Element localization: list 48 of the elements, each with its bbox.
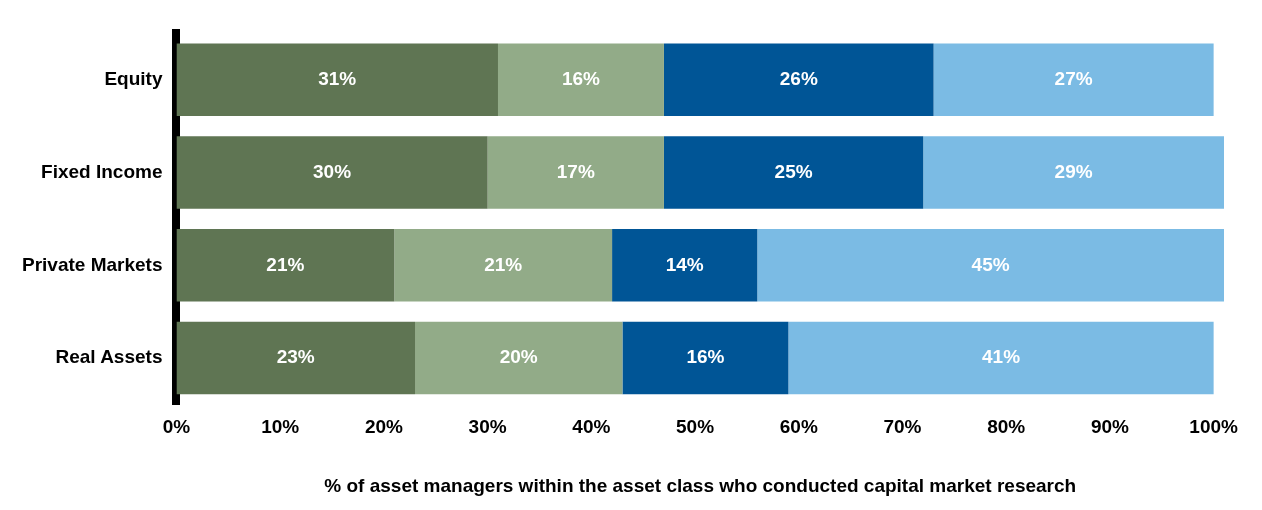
- data-label: 25%: [774, 160, 813, 182]
- x-tick-label: 0%: [162, 416, 191, 438]
- x-tick-label: 40%: [572, 416, 611, 438]
- bar: [394, 229, 613, 302]
- data-label: 16%: [686, 346, 725, 368]
- y-tick-label: Private Markets: [22, 253, 163, 275]
- data-label: 23%: [276, 346, 315, 368]
- bar: [933, 43, 1214, 116]
- bar: [757, 229, 1224, 302]
- x-tick-label: 80%: [987, 416, 1026, 438]
- x-tick-label: 90%: [1090, 416, 1130, 438]
- bar: [176, 136, 488, 209]
- bar: [663, 136, 924, 209]
- bar: [622, 321, 789, 395]
- data-label: 26%: [779, 68, 818, 90]
- bar: [176, 43, 498, 116]
- bar: [923, 136, 1224, 209]
- data-label: 45%: [971, 253, 1010, 275]
- data-label: 17%: [556, 160, 595, 182]
- x-axis-title: % of asset managers within the asset class who conducted capital market research: [324, 474, 1077, 496]
- x-tick-label: 30%: [468, 416, 507, 438]
- data-label: 14%: [665, 253, 704, 275]
- x-tick-label: 70%: [883, 416, 922, 438]
- data-label: 31%: [318, 68, 357, 90]
- data-label: 27%: [1054, 68, 1093, 90]
- y-tick-label: Equity: [104, 68, 163, 90]
- x-tick-label: 50%: [676, 416, 715, 438]
- data-label: 29%: [1054, 160, 1093, 182]
- bar: [663, 43, 934, 116]
- x-tick-label: 60%: [779, 416, 818, 438]
- x-tick-label: 20%: [364, 416, 404, 438]
- bar: [788, 321, 1214, 395]
- bar: [415, 321, 623, 395]
- data-label: 30%: [313, 160, 352, 182]
- data-label: 20%: [499, 346, 538, 368]
- data-label: 41%: [981, 346, 1021, 368]
- data-label: 21%: [266, 253, 305, 275]
- x-tick-label: 100%: [1189, 416, 1239, 438]
- data-label: 21%: [484, 253, 523, 275]
- y-tick-label: Fixed Income: [41, 160, 163, 182]
- bar: [497, 43, 664, 116]
- bar: [176, 321, 416, 395]
- x-tick-label: 10%: [261, 416, 300, 438]
- bar: [612, 229, 758, 302]
- bar: [487, 136, 664, 209]
- bar: [176, 229, 395, 302]
- data-label: 16%: [561, 68, 601, 90]
- y-tick-label: Real Assets: [55, 346, 163, 368]
